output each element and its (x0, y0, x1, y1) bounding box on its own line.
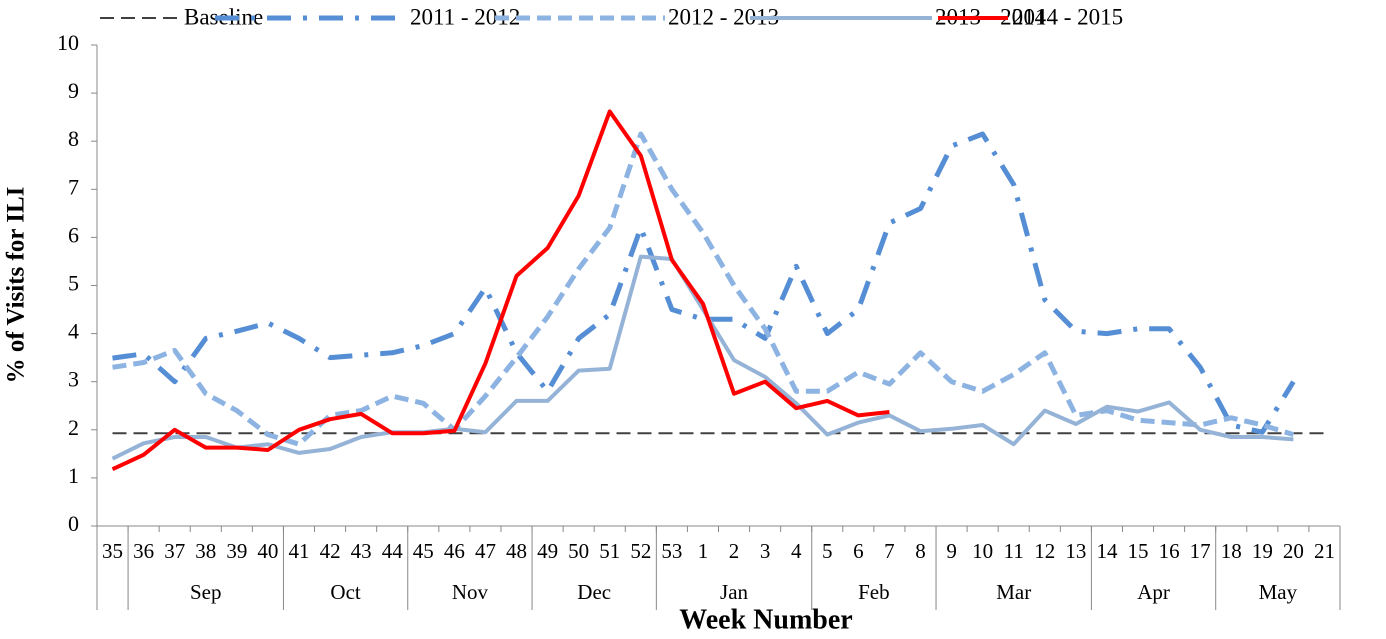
x-tick-label: 6 (853, 539, 864, 563)
y-axis-title: % of Visits for ILI (3, 187, 30, 384)
x-tick-label: 5 (822, 539, 833, 563)
x-tick-label: 15 (1128, 539, 1149, 563)
y-tick-label: 10 (57, 30, 79, 55)
y-tick-label: 8 (68, 126, 79, 151)
y-tick-label: 2 (68, 415, 79, 440)
x-tick-label: 47 (475, 539, 496, 563)
x-tick-label: 40 (257, 539, 278, 563)
group-label: May (1259, 580, 1298, 604)
x-tick-label: 10 (972, 539, 993, 563)
y-tick-label: 0 (68, 511, 79, 536)
x-tick-label: 48 (506, 539, 527, 563)
series-line (112, 131, 1295, 447)
group-label: Mar (996, 580, 1031, 604)
x-tick-label: 39 (226, 539, 247, 563)
series-line (111, 254, 1294, 461)
x-tick-label: 11 (1004, 539, 1024, 563)
x-tick-label: 2 (729, 539, 740, 563)
y-tick-label: 5 (68, 271, 79, 296)
x-tick-label: 4 (791, 539, 802, 563)
x-tick-label: 42 (320, 539, 341, 563)
x-tick-label: 9 (946, 539, 957, 563)
x-tick-label: 36 (133, 539, 154, 563)
x-tick-label: 43 (351, 539, 372, 563)
x-tick-label: 1 (698, 539, 709, 563)
x-tick-label: 21 (1314, 539, 1335, 563)
group-label: Dec (577, 580, 611, 604)
y-tick-label: 7 (68, 174, 79, 199)
y-tick-label: 6 (68, 222, 79, 247)
x-tick-label: 37 (164, 539, 185, 563)
x-tick-label: 3 (760, 539, 771, 563)
x-tick-label: 13 (1065, 539, 1086, 563)
x-axis-title: Week Number (679, 604, 852, 635)
x-tick-label: 53 (661, 539, 682, 563)
x-tick-label: 44 (382, 539, 404, 563)
group-label: Feb (858, 580, 890, 604)
x-tick-label: 18 (1221, 539, 1242, 563)
series-line (112, 131, 1296, 435)
group-label: Apr (1137, 580, 1170, 604)
x-tick-label: 19 (1252, 539, 1273, 563)
y-tick-label: 4 (68, 319, 79, 344)
x-tick-label: 8 (915, 539, 926, 563)
group-label: Sep (190, 580, 222, 604)
x-tick-label: 12 (1034, 539, 1055, 563)
x-tick-label: 38 (195, 539, 216, 563)
x-tick-label: 35 (102, 539, 123, 563)
x-tick-label: 14 (1096, 539, 1118, 563)
x-tick-label: 46 (444, 539, 465, 563)
x-tick-label: 49 (537, 539, 558, 563)
x-tick-label: 20 (1283, 539, 1304, 563)
group-label: Nov (452, 580, 489, 604)
group-label: Oct (330, 580, 360, 604)
y-tick-label: 3 (68, 367, 79, 392)
x-tick-label: 7 (884, 539, 895, 563)
y-tick-label: 9 (68, 78, 79, 103)
series-line (111, 109, 890, 472)
x-tick-label: 17 (1190, 539, 1211, 563)
x-tick-label: 51 (599, 539, 620, 563)
x-tick-label: 45 (413, 539, 434, 563)
group-label: Jan (720, 580, 748, 604)
x-tick-label: 41 (288, 539, 309, 563)
y-tick-label: 1 (68, 463, 79, 488)
legend-label: 2014 - 2015 (1012, 4, 1123, 29)
x-tick-label: 16 (1159, 539, 1180, 563)
x-tick-label: 50 (568, 539, 589, 563)
x-tick-label: 52 (630, 539, 651, 563)
